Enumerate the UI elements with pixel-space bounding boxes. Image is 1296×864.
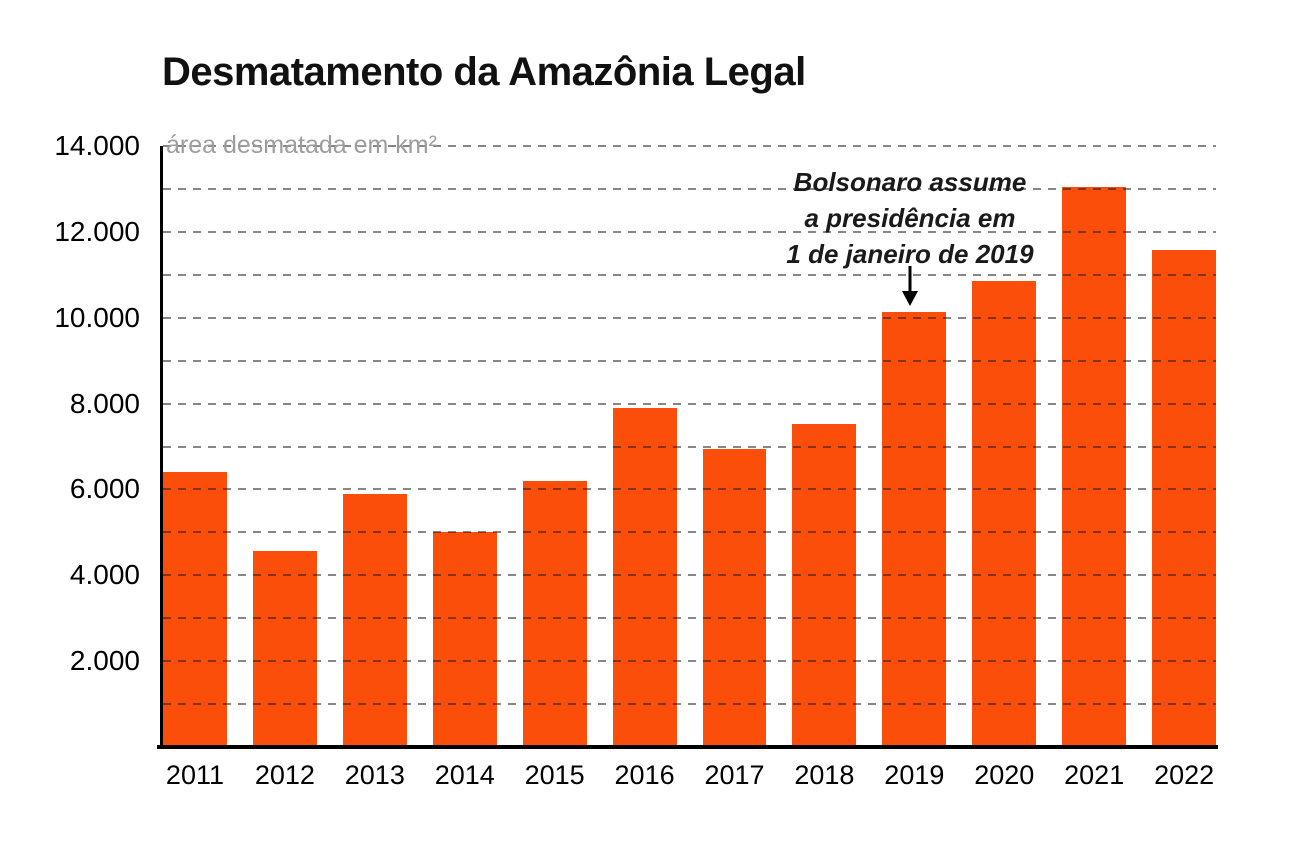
bar-2021	[1062, 187, 1127, 747]
y-tick-label-12000: 12.000	[54, 215, 140, 247]
y-tick-label-2000: 2.000	[69, 645, 140, 677]
bar-2020	[972, 281, 1037, 747]
bar-2012	[252, 550, 317, 747]
x-tick-label-2018: 2018	[794, 760, 855, 790]
annotation-line-1: Bolsonaro assume	[793, 167, 1027, 197]
x-tick-label-2019: 2019	[884, 760, 945, 790]
y-tick-label-4000: 4.000	[69, 559, 140, 591]
bar-2015	[522, 480, 587, 747]
bar-2014	[432, 531, 497, 747]
x-tick-label-2016: 2016	[614, 760, 675, 790]
annotation-line-2: a presidência em	[804, 203, 1016, 233]
annotation-line-3: 1 de janeiro de 2019	[786, 239, 1034, 269]
x-tick-label-2012: 2012	[254, 760, 315, 790]
annotation-text: Bolsonaro assume a presidência em 1 de j…	[786, 164, 1033, 272]
bar-2022	[1152, 250, 1217, 747]
bar-2016	[612, 408, 677, 747]
x-tick-label-2015: 2015	[524, 760, 585, 790]
y-tick-label-6000: 6.000	[69, 473, 140, 505]
bars-container	[163, 146, 1217, 747]
x-tick-label-2022: 2022	[1154, 760, 1215, 790]
y-tick-label-14000: 14.000	[54, 130, 140, 161]
y-tick-label-8000: 8.000	[69, 387, 140, 419]
y-axis-unit-label: área desmatada em km²	[166, 131, 437, 159]
x-tick-label-2017: 2017	[704, 760, 765, 790]
x-tick-label-2021: 2021	[1064, 760, 1125, 790]
x-tick-label-2011: 2011	[165, 760, 224, 790]
bar-2013	[342, 494, 407, 747]
x-axis-labels: 2011 2012 2013 2014 2015 2016 2017 2018 2019 2020…	[163, 760, 1216, 791]
plot-area	[163, 145, 1217, 747]
x-axis-line	[157, 745, 1218, 749]
y-axis-labels: 2.000 4.000 6.000 8.000 10.000 12.000 14.000	[0, 132, 140, 747]
chart-title: Desmatamento da Amazônia Legal	[162, 50, 806, 94]
bar-2018	[792, 423, 857, 747]
y-tick-label-10000: 10.000	[54, 301, 140, 333]
down-arrow-icon	[902, 266, 918, 306]
bar-2019	[882, 312, 947, 747]
x-tick-label-2020: 2020	[974, 760, 1035, 790]
bar-2011	[163, 471, 227, 747]
x-tick-label-2013: 2013	[344, 760, 405, 790]
bar-2017	[702, 448, 767, 747]
x-tick-label-2014: 2014	[434, 760, 495, 790]
y-axis-line	[160, 146, 163, 747]
